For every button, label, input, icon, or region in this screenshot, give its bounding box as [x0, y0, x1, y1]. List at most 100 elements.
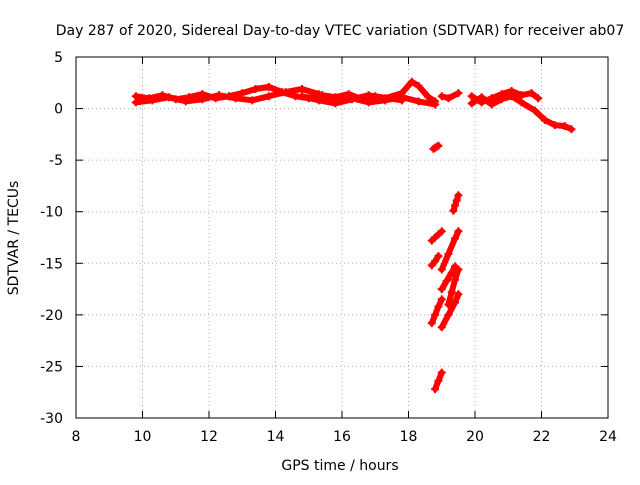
data-point	[517, 91, 526, 100]
data-point	[449, 206, 458, 215]
data-point	[454, 265, 463, 274]
data-point	[451, 201, 460, 210]
y-tick-label: -20	[40, 308, 63, 324]
data-point	[477, 93, 486, 102]
data-point	[444, 310, 453, 319]
data-point	[437, 92, 446, 101]
data-point	[424, 93, 433, 102]
data-point	[431, 310, 440, 319]
data-point	[364, 98, 373, 107]
data-point	[432, 142, 441, 151]
y-tick-label: -15	[40, 256, 63, 272]
series-drop-05	[427, 252, 443, 270]
data-point	[444, 94, 453, 103]
data-point	[298, 92, 307, 101]
data-point	[251, 84, 260, 93]
data-point	[431, 97, 440, 106]
data-point	[530, 106, 539, 115]
data-point	[431, 257, 440, 266]
x-tick-label: 24	[599, 429, 617, 445]
series-trace	[428, 296, 445, 327]
series-trace	[445, 266, 462, 308]
tick-layer: 8 10 12 14 16 18 20 22 24 5 0 -5 -10 -15 -20 -25 -30	[40, 50, 617, 445]
data-point	[434, 302, 443, 311]
data-point	[427, 319, 436, 328]
data-point	[148, 96, 157, 105]
data-point	[314, 96, 323, 105]
data-point	[434, 376, 443, 385]
x-tick-label: 10	[134, 429, 152, 445]
y-tick-label: -10	[40, 205, 63, 221]
y-tick-label: -5	[49, 153, 63, 169]
data-point	[331, 99, 340, 108]
series-trace	[438, 228, 462, 273]
grid-layer	[76, 57, 608, 418]
data-point	[238, 89, 247, 98]
series-drop-09	[437, 290, 463, 332]
data-point	[397, 89, 406, 98]
x-tick-label: 20	[466, 429, 484, 445]
data-point	[427, 261, 436, 270]
series-drop-01	[429, 141, 443, 153]
series-drop-10	[431, 368, 446, 394]
data-point	[165, 93, 174, 102]
data-point	[231, 94, 240, 103]
data-point	[214, 91, 223, 100]
series-trace	[428, 228, 445, 244]
data-point	[264, 82, 273, 91]
y-tick-label: -30	[40, 411, 63, 427]
data-point	[452, 196, 461, 205]
data-point	[131, 98, 140, 107]
data-point	[517, 98, 526, 107]
data-point	[451, 275, 460, 284]
series-drop-02	[449, 191, 463, 215]
data-point	[507, 92, 516, 101]
series-trace	[438, 263, 458, 293]
data-point	[248, 96, 257, 105]
chart-title: Day 287 of 2020, Sidereal Day-to-day VTE…	[56, 23, 625, 39]
data-point	[264, 92, 273, 101]
data-point	[347, 95, 356, 104]
series-drop-07	[444, 265, 463, 309]
series-drop-08	[427, 295, 446, 328]
x-tick-label: 8	[72, 429, 81, 445]
data-point	[414, 97, 423, 106]
y-tick-label: -25	[40, 359, 63, 375]
data-point	[540, 115, 549, 124]
x-tick-label: 16	[333, 429, 351, 445]
data-point	[437, 323, 446, 332]
data-point	[454, 290, 463, 299]
data-point	[550, 121, 559, 130]
series-drop-04	[437, 227, 463, 274]
data-point	[431, 385, 440, 394]
data-point	[381, 94, 390, 103]
series-track-d	[437, 89, 463, 103]
x-axis-label: GPS time / hours	[281, 458, 398, 474]
data-point	[434, 141, 443, 150]
data-point	[454, 191, 463, 200]
x-tick-label: 12	[200, 429, 218, 445]
data-point	[451, 298, 460, 307]
data-point	[527, 89, 536, 98]
data-point	[437, 227, 446, 236]
series-trace	[438, 291, 462, 331]
data-point	[454, 227, 463, 236]
data-point	[444, 250, 453, 259]
series-track-c	[298, 77, 440, 108]
data-point	[198, 95, 207, 104]
data-layer	[131, 77, 576, 394]
data-point	[364, 91, 373, 100]
data-point	[407, 77, 416, 86]
data-point	[181, 97, 190, 106]
data-point	[451, 234, 460, 243]
data-point	[437, 285, 446, 294]
data-point	[414, 81, 423, 90]
data-point	[281, 88, 290, 97]
data-point	[442, 276, 451, 285]
data-point	[437, 368, 446, 377]
x-tick-label: 22	[533, 429, 551, 445]
y-tick-label: 5	[54, 50, 63, 66]
series-drop-06	[437, 262, 460, 294]
